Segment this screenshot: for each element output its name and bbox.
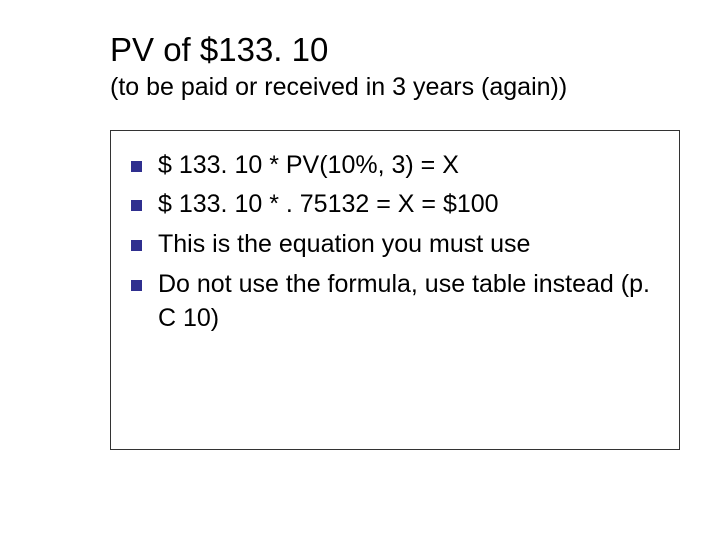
- bullet-icon: [131, 161, 142, 172]
- bullet-icon: [131, 200, 142, 211]
- list-item: This is the equation you must use: [131, 228, 659, 262]
- bullet-text: $ 133. 10 * . 75132 = X = $100: [158, 188, 499, 222]
- bullet-text: This is the equation you must use: [158, 228, 530, 262]
- content-box: $ 133. 10 * PV(10%, 3) = X $ 133. 10 * .…: [110, 130, 680, 450]
- bullet-icon: [131, 240, 142, 251]
- bullet-text: Do not use the formula, use table instea…: [158, 268, 659, 336]
- slide-subtitle: (to be paid or received in 3 years (agai…: [110, 72, 680, 102]
- list-item: Do not use the formula, use table instea…: [131, 268, 659, 336]
- bullet-icon: [131, 280, 142, 291]
- slide-title: PV of $133. 10: [110, 30, 680, 70]
- bullet-text: $ 133. 10 * PV(10%, 3) = X: [158, 149, 459, 183]
- list-item: $ 133. 10 * PV(10%, 3) = X: [131, 149, 659, 183]
- slide: PV of $133. 10 (to be paid or received i…: [0, 0, 720, 540]
- list-item: $ 133. 10 * . 75132 = X = $100: [131, 188, 659, 222]
